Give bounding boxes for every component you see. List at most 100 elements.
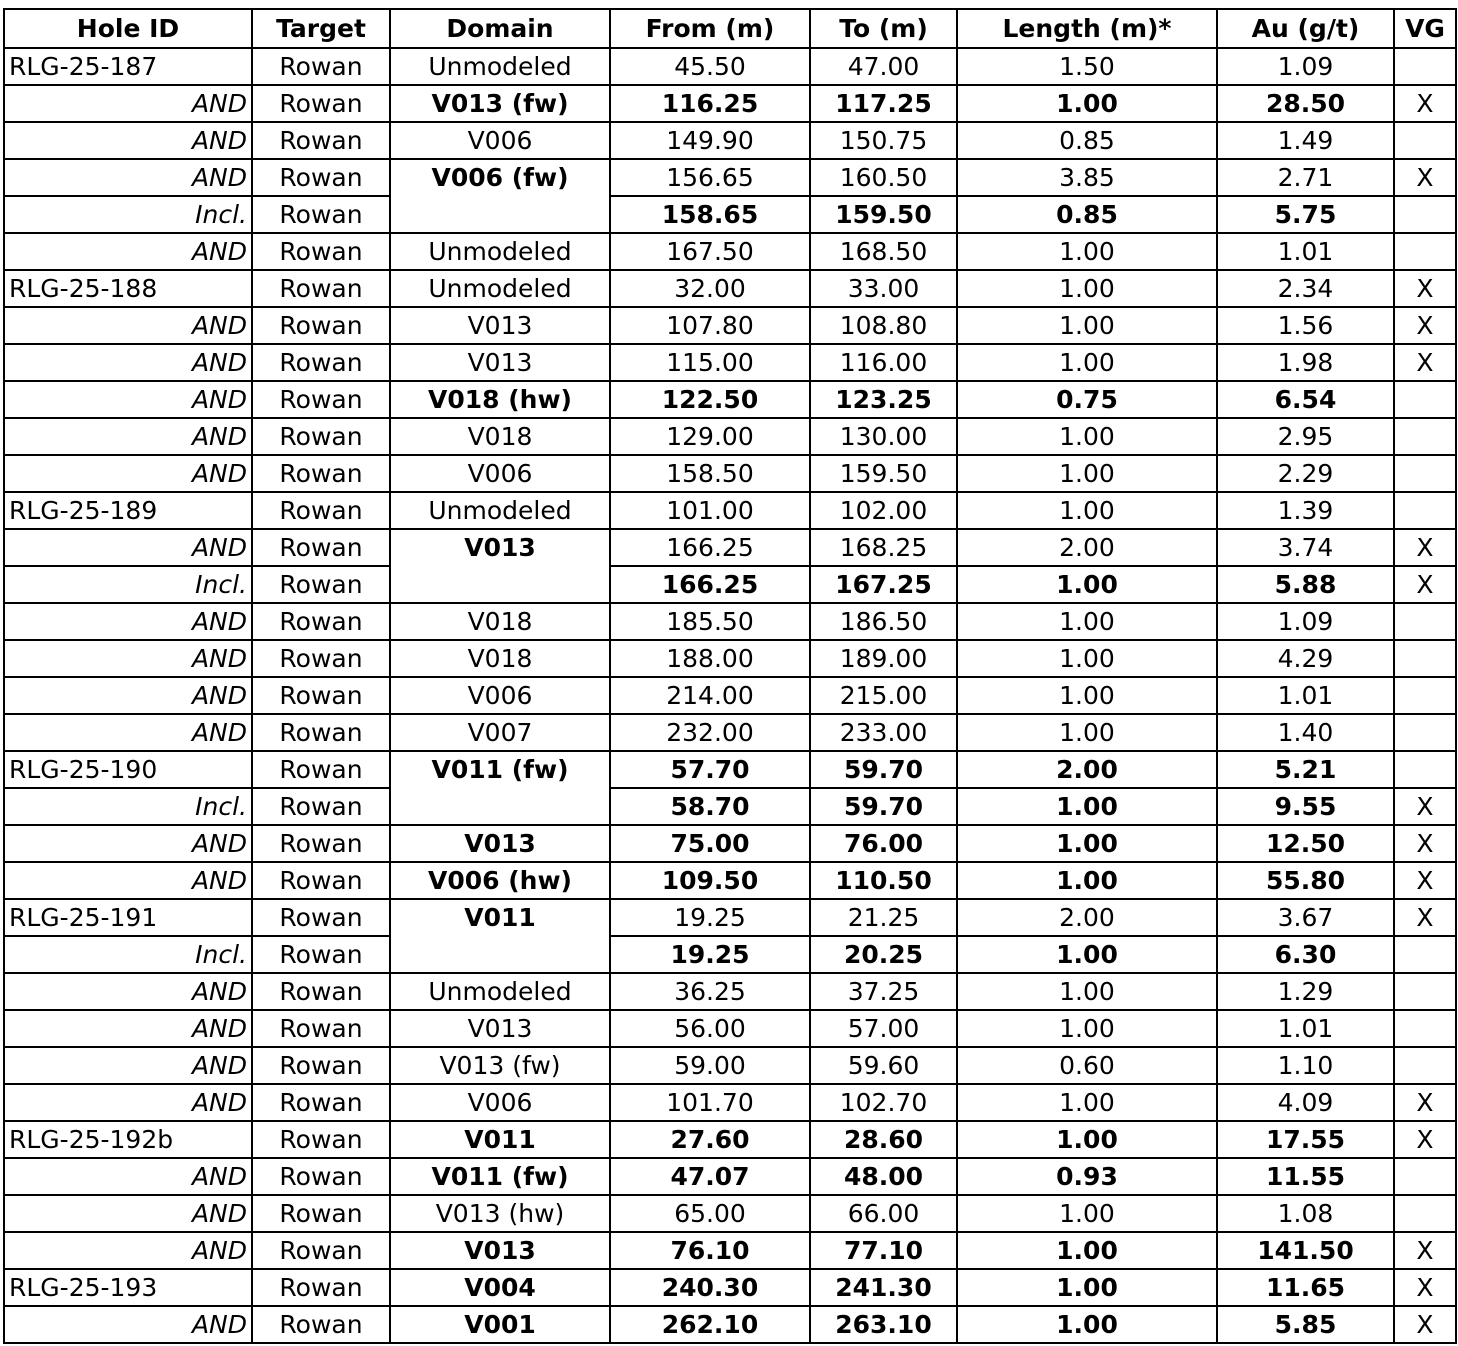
vg-cell [1393, 972, 1457, 1011]
domain-cell: Unmodeled [389, 491, 611, 530]
table-row: AND Rowan Unmodeled 36.25 37.25 1.00 1.29 [3, 972, 1457, 1011]
hole-id-cell: Incl. [3, 935, 253, 974]
target-cell: Rowan [251, 713, 391, 752]
domain-cell: V011 [389, 898, 611, 974]
from-cell: 115.00 [609, 343, 811, 382]
length-cell: 1.00 [956, 824, 1218, 863]
au-cell: 1.08 [1216, 1194, 1395, 1233]
from-cell: 57.70 [609, 750, 811, 789]
table-row: RLG-25-193 Rowan V004 240.30 241.30 1.00 11.65… [3, 1268, 1457, 1307]
vg-cell [1393, 1157, 1457, 1196]
to-cell: 28.60 [809, 1120, 958, 1159]
hole-id-cell: AND [3, 639, 253, 678]
from-cell: 59.00 [609, 1046, 811, 1085]
vg-cell [1393, 417, 1457, 456]
table-row: RLG-25-189 Rowan Unmodeled 101.00 102.00 1.00… [3, 491, 1457, 530]
length-cell: 1.00 [956, 1120, 1218, 1159]
header-target: Target [251, 8, 391, 49]
au-cell: 28.50 [1216, 84, 1395, 123]
vg-cell: X [1393, 269, 1457, 308]
from-cell: 122.50 [609, 380, 811, 419]
to-cell: 215.00 [809, 676, 958, 715]
table-row: AND Rowan V011 (fw) 47.07 48.00 0.93 11.55 [3, 1157, 1457, 1196]
domain-cell: V013 [389, 1231, 611, 1270]
target-cell: Rowan [251, 47, 391, 86]
length-cell: 0.85 [956, 121, 1218, 160]
hole-id-cell: AND [3, 972, 253, 1011]
to-cell: 57.00 [809, 1009, 958, 1048]
header-au: Au (g/t) [1216, 8, 1395, 49]
target-cell: Rowan [251, 1083, 391, 1122]
to-cell: 160.50 [809, 158, 958, 197]
hole-id-cell: RLG-25-189 [3, 491, 253, 530]
hole-id-cell: Incl. [3, 787, 253, 826]
au-cell: 3.67 [1216, 898, 1395, 937]
vg-cell [1393, 491, 1457, 530]
hole-id-cell: AND [3, 824, 253, 863]
domain-cell: V013 [389, 306, 611, 345]
table-row: AND Rowan V006 (fw) 156.65 160.50 3.85 2.71 X [3, 158, 1457, 234]
from-cell: 116.25 [609, 84, 811, 123]
length-cell: 1.00 [956, 84, 1218, 123]
from-cell: 214.00 [609, 676, 811, 715]
vg-cell [1393, 1009, 1457, 1048]
au-cell: 1.01 [1216, 676, 1395, 715]
hole-id-cell: AND [3, 713, 253, 752]
domain-cell: V006 [389, 1083, 611, 1122]
table-row: AND Rowan V013 (hw) 65.00 66.00 1.00 1.08 [3, 1194, 1457, 1233]
domain-cell: V013 [389, 824, 611, 863]
hole-id-cell: Incl. [3, 195, 253, 234]
to-cell: 110.50 [809, 861, 958, 900]
hole-id-cell: AND [3, 1194, 253, 1233]
from-cell: 167.50 [609, 232, 811, 271]
to-cell: 150.75 [809, 121, 958, 160]
target-cell: Rowan [251, 787, 391, 826]
to-cell: 77.10 [809, 1231, 958, 1270]
au-cell: 1.40 [1216, 713, 1395, 752]
au-cell: 11.55 [1216, 1157, 1395, 1196]
table-row: AND Rowan V007 232.00 233.00 1.00 1.40 [3, 713, 1457, 752]
to-cell: 168.50 [809, 232, 958, 271]
vg-cell: X [1393, 861, 1457, 900]
table-row: AND Rowan V006 (hw) 109.50 110.50 1.00 55.80 X [3, 861, 1457, 900]
au-cell: 1.49 [1216, 121, 1395, 160]
length-cell: 2.00 [956, 528, 1218, 567]
from-cell: 75.00 [609, 824, 811, 863]
hole-id-cell: RLG-25-191 [3, 898, 253, 937]
hole-id-cell: AND [3, 1305, 253, 1344]
length-cell: 1.00 [956, 232, 1218, 271]
target-cell: Rowan [251, 1194, 391, 1233]
to-cell: 59.70 [809, 787, 958, 826]
vg-cell [1393, 1046, 1457, 1085]
domain-cell: V006 [389, 676, 611, 715]
to-cell: 108.80 [809, 306, 958, 345]
au-cell: 6.54 [1216, 380, 1395, 419]
table-row: AND Rowan V013 76.10 77.10 1.00 141.50 X [3, 1231, 1457, 1270]
vg-cell [1393, 750, 1457, 789]
au-cell: 1.09 [1216, 602, 1395, 641]
length-cell: 1.00 [956, 676, 1218, 715]
length-cell: 1.00 [956, 306, 1218, 345]
table-row: Incl. Rowan 19.25 20.25 1.00 6.30 [3, 935, 1457, 974]
hole-id-cell: AND [3, 121, 253, 160]
length-cell: 1.00 [956, 972, 1218, 1011]
vg-cell [1393, 713, 1457, 752]
vg-cell: X [1393, 787, 1457, 826]
target-cell: Rowan [251, 1305, 391, 1344]
au-cell: 2.95 [1216, 417, 1395, 456]
table-row: RLG-25-187 Rowan Unmodeled 45.50 47.00 1.50 1.… [3, 47, 1457, 86]
length-cell: 1.00 [956, 491, 1218, 530]
hole-id-cell: AND [3, 306, 253, 345]
hole-id-cell: AND [3, 158, 253, 197]
hole-id-cell: AND [3, 232, 253, 271]
from-cell: 19.25 [609, 898, 811, 937]
to-cell: 59.60 [809, 1046, 958, 1085]
au-cell: 11.65 [1216, 1268, 1395, 1307]
vg-cell: X [1393, 158, 1457, 197]
length-cell: 1.00 [956, 417, 1218, 456]
length-cell: 1.00 [956, 343, 1218, 382]
length-cell: 1.00 [956, 1083, 1218, 1122]
domain-cell: V007 [389, 713, 611, 752]
from-cell: 65.00 [609, 1194, 811, 1233]
from-cell: 166.25 [609, 565, 811, 604]
